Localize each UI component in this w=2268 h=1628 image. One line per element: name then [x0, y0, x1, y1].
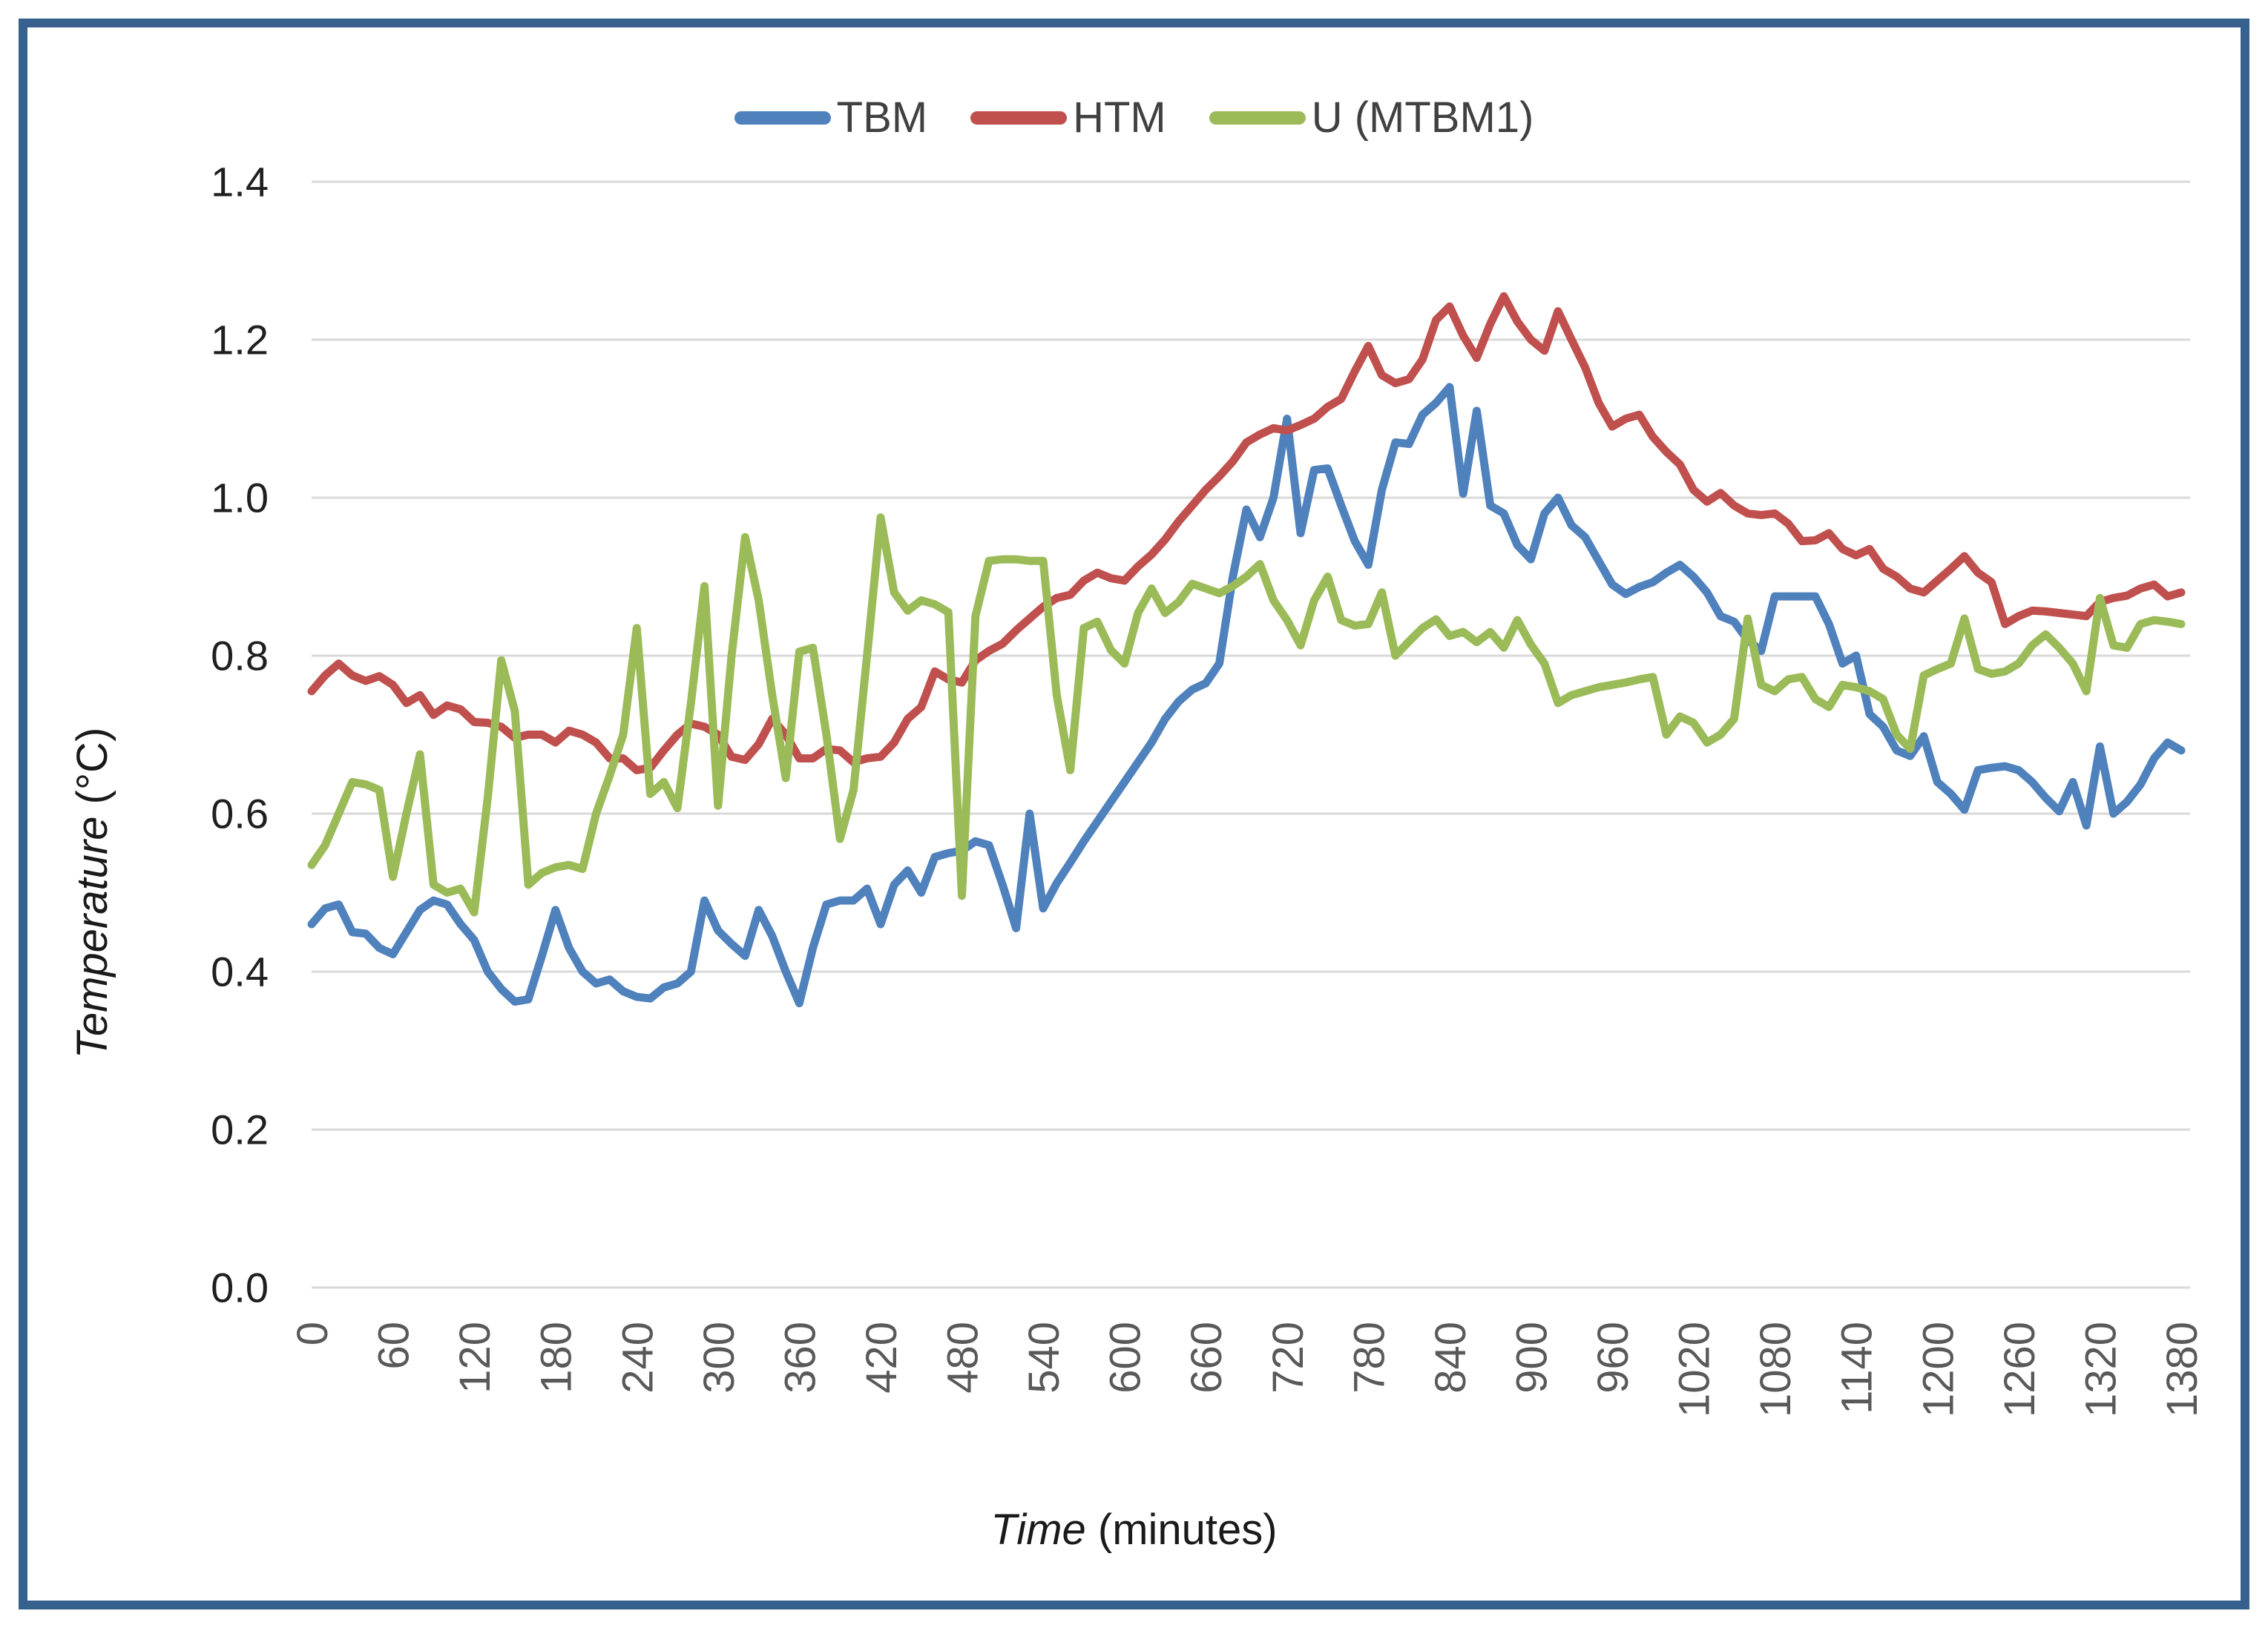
- x-tick-label: 60: [370, 1322, 418, 1370]
- x-tick-label: 780: [1345, 1322, 1393, 1394]
- series-line-htm: [307, 291, 2186, 774]
- x-tick-label: 120: [451, 1322, 499, 1394]
- x-tick-label: 720: [1264, 1322, 1312, 1394]
- legend-label-u-mtbm1: U (MTBM1): [1311, 93, 1534, 142]
- legend-item-u-mtbm1[interactable]: U (MTBM1): [1209, 93, 1534, 142]
- x-tick-label: 0: [289, 1322, 337, 1345]
- x-tick-label: 840: [1427, 1322, 1475, 1394]
- series-line-u-mtbm1: [307, 513, 2186, 917]
- tbm-line-swatch-icon: [734, 111, 831, 125]
- x-tick-label: 1260: [1996, 1322, 2044, 1417]
- y-tick-label: 0.8: [211, 633, 269, 679]
- legend-label-tbm: TBM: [836, 93, 928, 142]
- y-tick-label: 1.0: [211, 475, 269, 521]
- x-tick-label: 420: [858, 1322, 906, 1394]
- x-tick-label: 300: [695, 1322, 743, 1394]
- y-tick-label: 0.2: [211, 1107, 269, 1153]
- x-tick-label: 180: [533, 1322, 581, 1394]
- x-tick-label: 240: [614, 1322, 662, 1394]
- y-tick-label: 0.0: [211, 1265, 269, 1311]
- x-tick-label: 600: [1102, 1322, 1150, 1394]
- x-tick-label: 1020: [1671, 1322, 1719, 1417]
- htm-line-swatch-icon: [970, 111, 1068, 125]
- x-axis-title-word: Time: [990, 1506, 1086, 1554]
- x-tick-label: 1320: [2077, 1322, 2125, 1417]
- y-tick-label: 0.6: [211, 791, 269, 837]
- x-tick-label: 480: [939, 1322, 987, 1394]
- x-axis-title-unit: (minutes): [1085, 1506, 1278, 1554]
- x-tick-label: 960: [1589, 1322, 1637, 1394]
- x-tick-label: 1380: [2158, 1322, 2206, 1417]
- x-tick-label: 900: [1508, 1322, 1556, 1394]
- legend-label-htm: HTM: [1073, 93, 1166, 142]
- x-tick-label: 540: [1020, 1322, 1068, 1394]
- x-tick-label: 1140: [1833, 1322, 1881, 1414]
- chart-legend: TBM HTM U (MTBM1): [27, 93, 2241, 142]
- legend-item-htm[interactable]: HTM: [970, 93, 1166, 142]
- series-line-tbm: [307, 383, 2186, 1008]
- y-tick-label: 1.2: [211, 317, 269, 363]
- x-tick-label: 660: [1183, 1322, 1231, 1394]
- y-tick-label: 0.4: [211, 949, 269, 995]
- x-tick-label: 360: [776, 1322, 824, 1394]
- y-tick-label: 1.4: [211, 159, 269, 205]
- x-tick-label: 1080: [1752, 1322, 1800, 1417]
- u-mtbm1-line-swatch-icon: [1209, 111, 1306, 125]
- x-tick-label: 1200: [1914, 1322, 1962, 1417]
- x-axis-title: Time (minutes): [27, 1505, 2241, 1555]
- legend-item-tbm[interactable]: TBM: [734, 93, 927, 142]
